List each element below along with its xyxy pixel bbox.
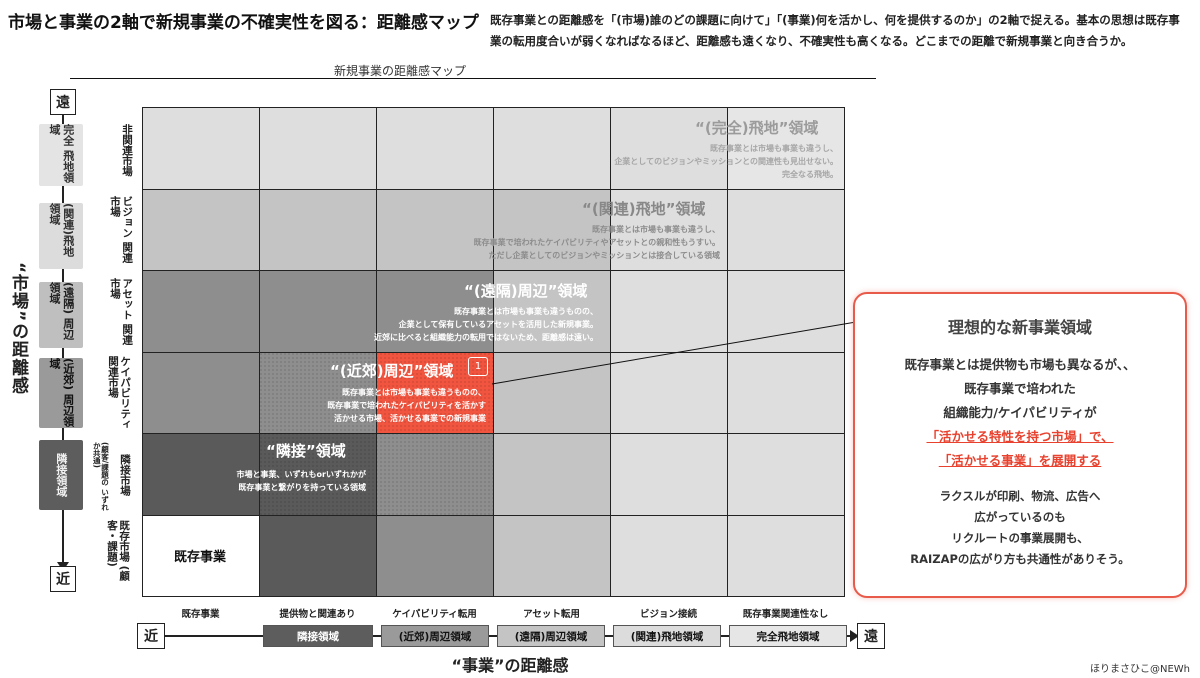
callout-line: 既存事業とは提供物も市場も異なるが、、	[904, 357, 1136, 372]
grid-cell	[376, 270, 494, 353]
callout-line: 既存事業で培われた	[964, 381, 1076, 396]
grid-cell	[610, 107, 728, 190]
row-label-vision-market: ビジョン 関連市場	[109, 196, 134, 263]
ideal-area-callout: 理想的な新事業領域 既存事業とは提供物も市場も異なるが、、 既存事業で培われた …	[853, 292, 1187, 598]
page-description: 既存事業との距離感を「(市場)誰のどの課題に向けて」「(事業)何を活かし、何を提…	[490, 13, 1180, 48]
region-desc-complete-enclave: 既存事業とは市場も事業も違うし、 企業としてのビジョンやミッションとの関連性も見…	[614, 144, 838, 179]
callout-highlight-line: 「活かせる特性を持つ市場」で、	[926, 429, 1114, 444]
grid-cell	[493, 514, 611, 597]
grid-cell	[493, 270, 611, 353]
grid-cell	[727, 351, 845, 434]
grid-cell	[259, 107, 377, 190]
grid-cell	[376, 107, 494, 190]
col-label-offering-related: 提供物と関連あり	[279, 609, 356, 620]
grid-cell	[259, 188, 377, 271]
market-zone-related-enclave: (関連)飛地 領域	[39, 203, 83, 269]
business-far-label: 遠	[857, 623, 885, 649]
suburb-periphery-badge: 1	[468, 357, 488, 376]
region-desc-remote-periphery: 既存事業とは市場も事業も違うものの、 企業として保有しているアセットを活用した新…	[374, 307, 598, 342]
row-label-asset-market: アセット 関連市場	[109, 278, 134, 345]
grid-cell	[610, 270, 728, 353]
col-label-vision: ビジョン接続	[639, 609, 697, 620]
business-zone-complete-enclave: 完全飛地領域	[729, 625, 847, 647]
market-zone-complete-enclave: 完全 飛地領域	[39, 124, 83, 186]
grid-cell	[610, 188, 728, 271]
market-zone-adjacent: 隣接領域	[39, 440, 83, 510]
col-label-unrelated: 既存事業関連性なし	[742, 609, 829, 620]
col-label-asset: アセット転用	[523, 609, 580, 620]
grid-cell	[727, 188, 845, 271]
region-desc-adjacent: 市場と事業、いずれもorいずれかが 既存事業と繋がりを持っている領域	[236, 470, 366, 492]
grid-cell	[259, 514, 377, 597]
callout-note-line: RAIZAPの広がり方も共通性がありそう。	[910, 552, 1130, 566]
page-title: 市場と事業の2軸で新規事業の不確実性を図る：距離感マップ	[8, 13, 479, 33]
row-label-adjacent-market: 隣接市場	[119, 454, 132, 496]
region-title-remote-periphery: “(遠隔)周辺”領域	[464, 282, 588, 300]
grid-cell	[142, 433, 260, 516]
market-zone-remote-periphery: (遠隔) 周辺領域	[39, 282, 83, 348]
map-title: 新規事業の距離感マップ	[333, 64, 466, 78]
callout-line: 組織能力/ケイパビリティが	[943, 405, 1097, 420]
grid-cell	[259, 351, 377, 434]
callout-note-line: ラクスルが印刷、物流、広告へ	[939, 489, 1101, 503]
title-rule	[70, 78, 876, 79]
grid-cell	[610, 433, 728, 516]
callout-title: 理想的な新事業領域	[947, 318, 1092, 337]
business-zone-suburb-periphery: (近郊)周辺領域	[381, 625, 489, 647]
row-sublabel-adjacent-market: (顧客/課題の いずれか共通)	[92, 442, 110, 511]
market-far-label: 遠	[50, 89, 76, 115]
region-title-complete-enclave: “(完全)飛地”領域	[695, 119, 819, 137]
business-zone-adjacent: 隣接領域	[263, 625, 373, 647]
grid-cell	[493, 107, 611, 190]
callout-note-line: リクルートの事業展開も、	[951, 531, 1089, 545]
row-label-capability-market: ケイパビリティ 関連市場	[107, 356, 132, 430]
row-label-existing-market: 既存市場 (顧客・課題)	[106, 520, 131, 581]
grid-cell	[376, 514, 494, 597]
col-label-existing: 既存事業	[181, 609, 220, 620]
business-axis-title: “事業”の距離感	[451, 656, 569, 675]
grid-cell	[727, 514, 845, 597]
grid-cell	[142, 107, 260, 190]
region-desc-related-enclave: 既存事業とは市場も事業も違うし、 既存事業で培われたケイパビリティやアセットとの…	[473, 225, 720, 260]
existing-business-cell-label: 既存事業	[173, 549, 226, 565]
callout-highlight-line: 「活かせる事業」を展開する	[938, 453, 1102, 468]
row-label-unrelated-market: 非関連市場	[121, 123, 134, 177]
region-title-suburb-periphery: “(近郊)周辺”領域	[330, 362, 454, 380]
grid-cell	[259, 270, 377, 353]
grid-cell	[727, 107, 845, 190]
region-title-related-enclave: “(関連)飛地”領域	[582, 200, 706, 218]
market-zone-suburb-periphery: (近郊) 周辺領域	[39, 358, 83, 428]
market-axis-title: “市場”の距離感	[8, 262, 28, 395]
region-title-adjacent: “隣接”領域	[266, 442, 346, 460]
credit: ほりまさひこ@NEWh	[1089, 664, 1190, 675]
business-near-label: 近	[137, 623, 165, 649]
grid-cell	[142, 270, 260, 353]
col-label-capability: ケイパビリティ転用	[392, 609, 477, 620]
business-axis-arrow-icon	[850, 630, 859, 642]
callout-note-line: 広がっているのも	[974, 510, 1066, 524]
business-zone-remote-periphery: (遠隔)周辺領域	[497, 625, 605, 647]
business-zone-related-enclave: (関連)飛地領域	[613, 625, 721, 647]
region-desc-suburb-periphery: 既存事業とは市場も事業も違うものの、 既存事業で培われたケイパビリティを活かす …	[327, 388, 486, 423]
market-near-label: 近	[50, 566, 76, 592]
